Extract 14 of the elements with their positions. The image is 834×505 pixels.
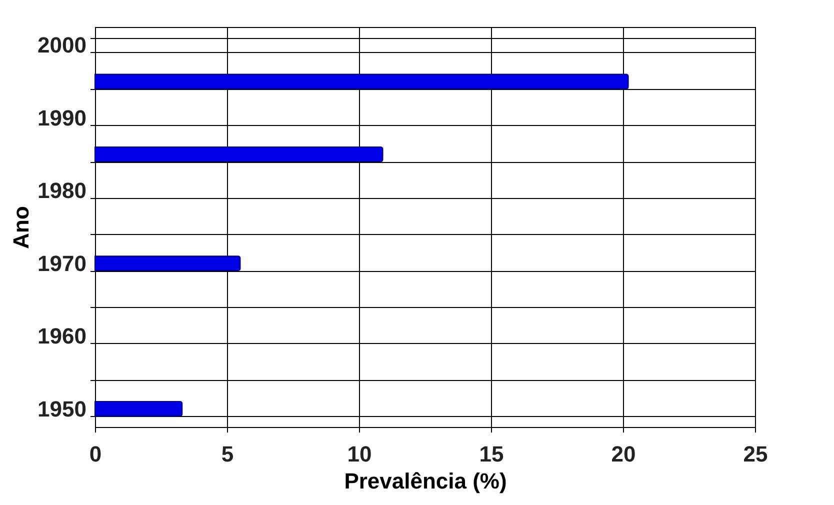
y-tick-label: 1990 [38, 105, 86, 130]
x-tick-label: 15 [479, 442, 504, 466]
x-tick-label: 5 [221, 442, 234, 466]
y-tick-label: 1960 [38, 324, 86, 349]
x-tick-label: 20 [611, 442, 636, 466]
y-tick-label: 1980 [38, 178, 86, 204]
y-tick-label: 1970 [38, 250, 86, 276]
y-tick-label: 1950 [38, 396, 86, 422]
y-axis-title: Ano [8, 206, 34, 249]
x-tick-label: 0 [89, 442, 102, 466]
x-tick-label: 10 [347, 442, 372, 466]
y-tick-label: 2000 [38, 32, 86, 58]
x-tick-label: 25 [743, 442, 768, 466]
x-axis-title: Prevalência (%) [344, 468, 507, 494]
